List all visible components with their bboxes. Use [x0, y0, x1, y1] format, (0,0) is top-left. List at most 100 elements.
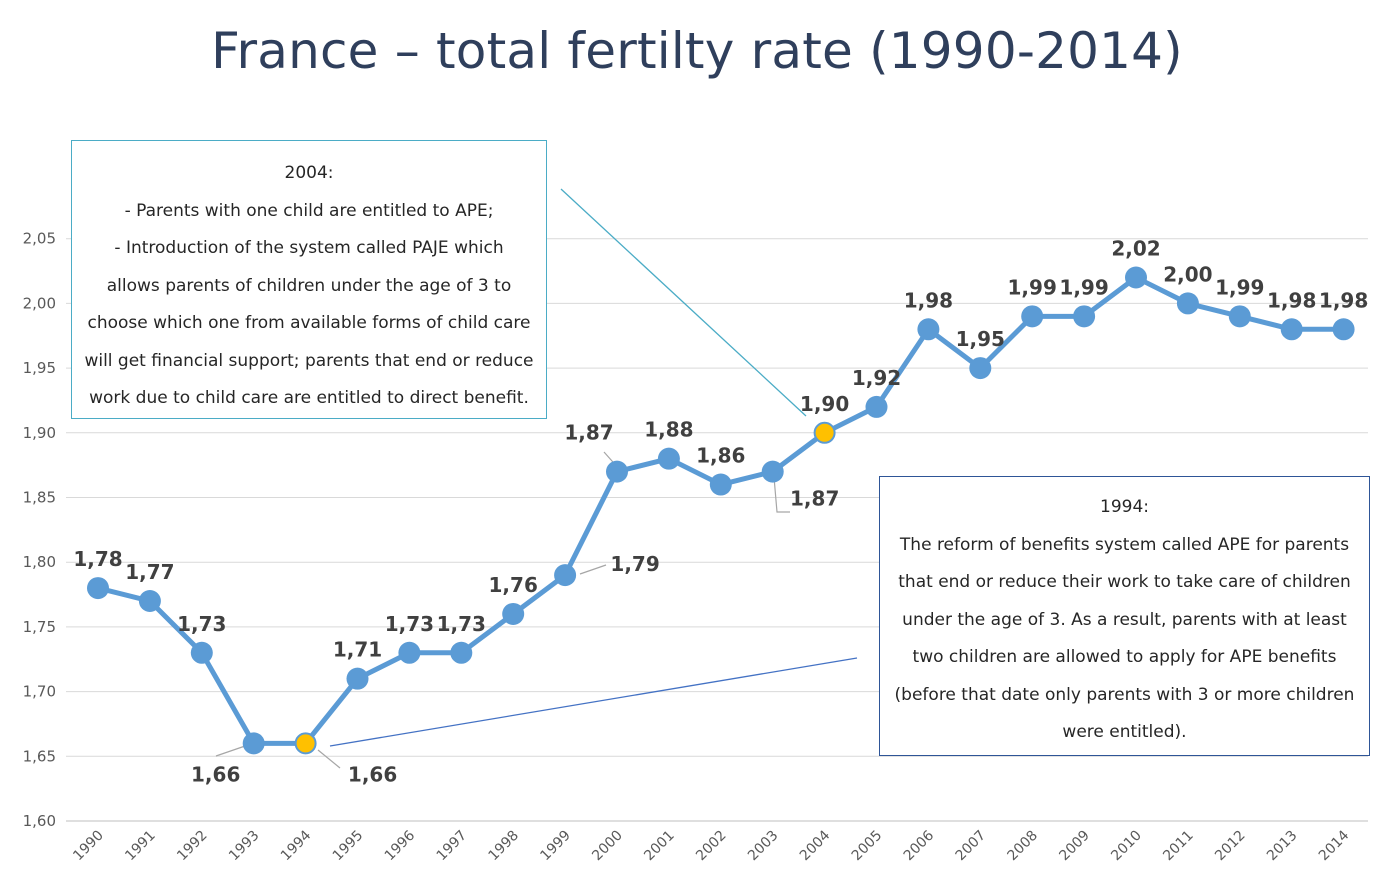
x-tick-label: 2013	[1264, 828, 1301, 865]
data-point	[1280, 318, 1303, 341]
x-tick-label: 2014	[1316, 827, 1353, 864]
connector-1994	[329, 657, 858, 747]
data-labels: 1,781,771,731,66 1,661,711,73 1,731,761,79…	[73, 237, 1368, 787]
chart-title: France – total fertilty rate (1990-2014)	[211, 22, 1183, 80]
y-tick-label: 2,05	[23, 230, 56, 248]
x-tick-label: 2008	[1005, 828, 1042, 865]
y-tick-label: 1,80	[23, 553, 56, 571]
data-label: 1,66	[348, 762, 397, 786]
data-point	[657, 447, 680, 470]
x-tick-label: 2009	[1056, 828, 1093, 865]
data-point	[1073, 305, 1096, 328]
data-point	[190, 641, 213, 664]
data-point	[346, 667, 369, 690]
annotation-2004-line: - Parents with one child are entitled to…	[124, 200, 494, 221]
label-leader-line	[215, 744, 249, 757]
annotation-2004-line: allows parents of children under the age…	[106, 275, 512, 296]
data-point	[87, 577, 109, 600]
annotation-1994-line: two children are allowed to apply for AP…	[912, 647, 1337, 667]
x-tick-label: 2007	[953, 828, 990, 865]
x-tick-label: 1990	[70, 828, 107, 865]
data-label: 1,99	[1215, 275, 1264, 299]
x-tick-label: 2005	[849, 828, 886, 865]
data-point	[450, 641, 473, 664]
data-label: 1,87	[564, 421, 613, 445]
x-tick-label: 1998	[486, 828, 523, 865]
label-leader-line	[317, 749, 341, 769]
y-tick-label: 1,95	[23, 359, 56, 377]
annotation-1994-line: (before that date only parents with 3 or…	[894, 684, 1355, 705]
data-point	[1228, 305, 1251, 328]
y-tick-label: 1,90	[23, 424, 56, 442]
data-point	[813, 421, 836, 444]
label-leader-line	[773, 476, 790, 513]
data-label: 1,92	[852, 366, 901, 390]
data-label: 1,79	[610, 552, 659, 576]
y-tick-label: 1,65	[23, 747, 56, 765]
data-point	[761, 460, 784, 483]
data-label: 2,00	[1163, 262, 1212, 286]
data-point	[502, 602, 525, 625]
x-tick-label: 1993	[226, 828, 263, 865]
annotation-1994-line: under the age of 3. As a result, parents…	[902, 609, 1347, 630]
y-tick-label: 1,75	[23, 618, 56, 636]
annotation-1994-title: 1994:	[1100, 497, 1149, 517]
data-point	[398, 641, 421, 664]
annotation-2004-title: 2004:	[284, 163, 334, 183]
data-point	[1176, 292, 1199, 315]
annotation-2004-line: - Introduction of the system called PAJE…	[114, 238, 504, 258]
data-label: 1,73	[437, 612, 486, 636]
data-label: 1,76	[489, 573, 538, 597]
data-point	[1332, 318, 1355, 341]
data-point	[917, 318, 940, 341]
data-point	[969, 357, 992, 380]
y-tick-label: 2,00	[23, 294, 56, 312]
data-label: 1,90	[800, 392, 849, 416]
data-point	[138, 590, 161, 613]
data-point	[554, 564, 577, 587]
data-label: 1,87	[790, 487, 839, 511]
y-tick-label: 1,85	[23, 489, 56, 507]
x-tick-label: 2002	[693, 828, 730, 865]
data-label: 1,95	[956, 327, 1005, 351]
x-axis: 1990 1991 1992 1993 1994 1995 1996 1997 1998 1999…	[70, 827, 1352, 864]
data-point	[865, 395, 888, 418]
data-points	[87, 266, 1355, 755]
y-axis: 1,60 1,65 1,70 1,75 1,80 1,85 1,90 1,95 2,00 2,05	[23, 230, 56, 830]
data-label: 1,86	[696, 444, 745, 468]
connector-2004	[560, 188, 807, 417]
x-tick-label: 2004	[797, 827, 834, 864]
annotation-1994-line: were entitled).	[1062, 722, 1187, 742]
x-tick-label: 2000	[589, 828, 626, 865]
x-tick-label: 1992	[174, 828, 211, 865]
y-tick-label: 1,60	[23, 812, 56, 830]
x-tick-label: 2001	[641, 828, 678, 865]
x-tick-label: 2011	[1160, 828, 1197, 865]
data-label: 1,98	[904, 288, 953, 312]
data-label: 1,71	[333, 638, 382, 662]
data-label: 2,02	[1111, 237, 1160, 261]
annotation-connectors	[329, 188, 858, 747]
annotation-2004-line: work due to child care are entitled to d…	[89, 388, 529, 408]
annotation-1994-line: The reform of benefits system called APE…	[899, 534, 1350, 555]
x-tick-label: 1991	[122, 828, 159, 865]
data-label: 1,99	[1008, 275, 1057, 299]
data-point	[1021, 305, 1044, 328]
annotation-1994: 1994: The reform of benefits system call…	[879, 476, 1370, 756]
data-point	[242, 732, 265, 755]
x-tick-label: 2006	[901, 827, 938, 864]
annotation-1994-line: that end or reduce their work to take ca…	[898, 572, 1351, 592]
data-label: 1,99	[1059, 275, 1108, 299]
data-point	[709, 473, 732, 496]
data-label: 1,77	[125, 560, 174, 584]
data-label: 1,66	[191, 762, 240, 786]
data-label: 1,73	[385, 612, 434, 636]
data-point	[606, 460, 628, 483]
label-leader-lines	[215, 451, 790, 769]
data-label: 1,78	[73, 547, 122, 571]
data-point	[294, 732, 317, 755]
annotation-2004-line: choose which one from available forms of…	[87, 313, 531, 333]
x-tick-label: 1994	[278, 827, 315, 864]
annotation-2004-line: will get financial support; parents that…	[84, 350, 534, 371]
x-tick-label: 2012	[1212, 828, 1249, 865]
